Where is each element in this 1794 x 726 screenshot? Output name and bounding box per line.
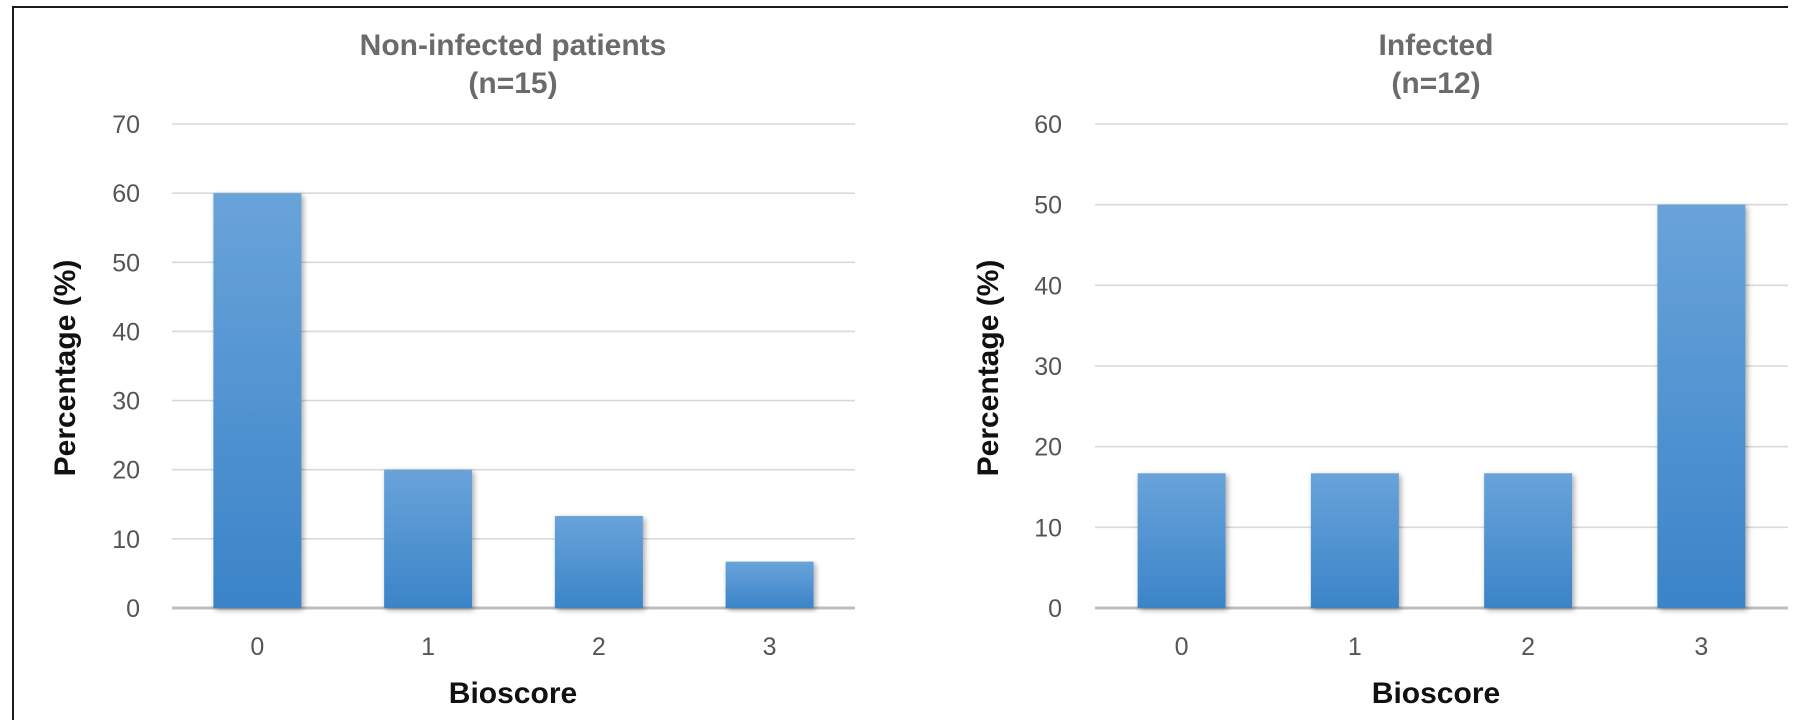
y-tick-label: 30 [112,388,140,416]
y-tick-label: 0 [1048,595,1062,623]
x-tick-label: 2 [1521,633,1535,661]
y-tick-labels: 0 10 20 30 40 50 60 [1034,111,1062,623]
y-tick-label: 40 [112,318,140,346]
y-tick-label: 70 [112,111,140,139]
y-tick-label: 10 [1034,514,1062,542]
y-tick-label: 30 [1034,353,1062,381]
y-tick-label: 60 [1034,111,1062,139]
x-tick-label: 2 [592,633,606,661]
x-tick-label: 3 [763,633,777,661]
x-axis-label: Bioscore [449,677,577,710]
y-tick-labels: 0 10 20 30 40 50 60 70 [112,111,140,623]
bars [213,193,814,608]
bar-0 [213,193,302,608]
y-tick-label: 20 [1034,434,1062,462]
bar-2 [1484,473,1573,608]
x-tick-labels: 0 1 2 3 [250,633,776,661]
y-tick-label: 60 [112,180,140,208]
chart-infected: Infected (n=12) 0 10 20 30 40 50 60 0 1 2 3 Perce… [972,29,1788,710]
bar-2 [554,516,643,608]
x-tick-labels: 0 1 2 3 [1175,633,1709,661]
x-tick-label: 1 [1348,633,1362,661]
bar-1 [384,469,473,608]
y-axis-label: Percentage (%) [972,260,1005,477]
y-tick-label: 0 [126,595,140,623]
x-tick-label: 0 [250,633,264,661]
chart-subtitle: (n=12) [1391,67,1480,100]
y-tick-label: 50 [1034,192,1062,220]
chart-title: Non-infected patients [360,29,667,62]
bar-1 [1310,473,1399,608]
chart-subtitle: (n=15) [468,67,557,100]
bar-0 [1137,473,1226,608]
x-tick-label: 0 [1175,633,1189,661]
chart-non-infected: Non-infected patients (n=15) 01020304050… [49,29,855,710]
x-tick-label: 1 [421,633,435,661]
y-axis-label: Percentage (%) [49,260,82,477]
chart-title: Infected [1378,29,1493,62]
bar-3 [725,561,814,608]
y-tick-label: 50 [112,249,140,277]
x-axis-label: Bioscore [1372,677,1500,710]
y-tick-label: 40 [1034,272,1062,300]
y-tick-label: 20 [112,457,140,485]
bar-3 [1657,204,1746,608]
y-tick-label: 10 [112,526,140,554]
bars [1137,204,1746,608]
x-tick-label: 3 [1694,633,1708,661]
